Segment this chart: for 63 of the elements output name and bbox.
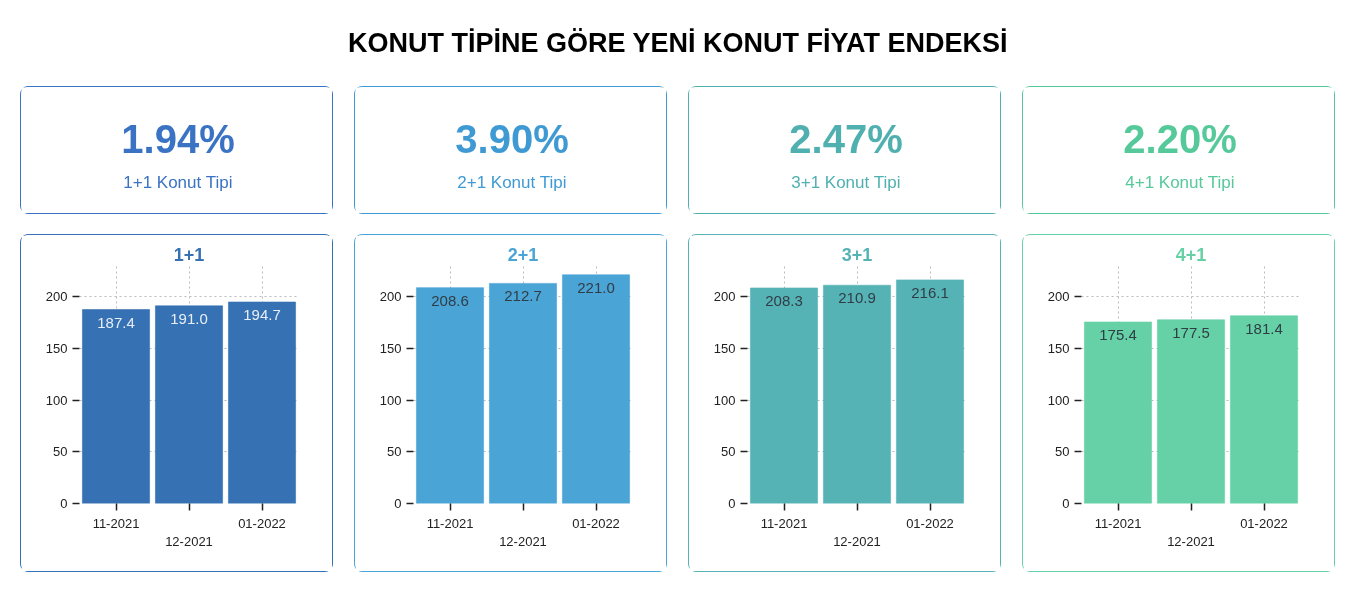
data-label: 208.6 [431,291,469,309]
data-label: 212.7 [504,287,542,305]
data-label: 208.3 [765,291,803,309]
bar [488,282,558,504]
bar [415,287,485,504]
data-label: 194.7 [243,306,281,324]
x-tick-label: 01-2022 [238,515,286,531]
text: 2.20% [1123,116,1237,161]
y-tick-label: 150 [45,340,68,356]
x-tick-label: 11-2021 [92,515,140,531]
text: 1.94% [121,116,235,161]
chart-title: 4+1 [1175,244,1207,265]
x-tick-label: 11-2021 [426,515,474,531]
data-label: 210.9 [838,289,876,307]
x-tick-label: 01-2022 [906,515,954,531]
y-tick-label: 150 [713,340,736,356]
chart-title: 3+1 [841,244,873,265]
chart-title: 2+1 [507,244,539,265]
text: KONUT TİPİNE GÖRE YENİ KONUT FİYAT ENDEKSİ [347,28,1008,59]
text: 1+1 Konut Tipi [123,172,233,192]
bar [822,284,892,504]
y-tick-label: 50 [721,444,736,460]
data-label: 177.5 [1172,323,1210,341]
y-tick-label: 200 [45,289,68,305]
y-tick-label: 50 [1055,444,1070,460]
data-label: 181.4 [1245,319,1283,337]
x-tick-label: 12-2021 [499,533,547,549]
data-label: 175.4 [1099,326,1137,343]
y-tick-label: 100 [379,392,402,408]
text: 2+1 Konut Tipi [457,172,567,192]
bar [561,274,631,504]
y-tick-label: 100 [713,392,736,408]
y-tick-label: 50 [53,444,68,460]
data-label: 191.0 [170,309,208,327]
text: 3+1 Konut Tipi [791,172,901,192]
data-label: 187.4 [97,313,135,331]
x-tick-label: 11-2021 [760,515,808,531]
y-tick-label: 150 [1047,340,1070,356]
text: 4+1 Konut Tipi [1125,172,1235,192]
y-tick-label: 100 [1047,392,1070,408]
bar [749,287,819,504]
bar [895,279,965,504]
text: 3.90% [455,116,569,161]
x-tick-label: 12-2021 [1167,533,1215,549]
y-tick-label: 0 [1062,496,1070,511]
x-tick-label: 12-2021 [833,533,881,549]
text: 2.47% [789,116,903,161]
y-tick-label: 0 [394,496,402,511]
y-tick-label: 150 [379,340,402,356]
data-label: 216.1 [911,283,949,301]
y-tick-label: 50 [387,444,402,460]
x-tick-label: 12-2021 [165,533,213,549]
y-tick-label: 200 [1047,289,1070,305]
y-tick-label: 100 [45,392,68,408]
y-tick-label: 0 [60,496,68,511]
y-tick-label: 200 [713,289,736,305]
x-tick-label: 01-2022 [572,515,620,531]
data-label: 221.0 [577,278,615,296]
x-tick-label: 11-2021 [1094,515,1142,531]
x-tick-label: 01-2022 [1240,515,1288,531]
y-tick-label: 200 [379,289,402,305]
y-tick-label: 0 [728,496,736,511]
chart-title: 1+1 [173,244,205,265]
